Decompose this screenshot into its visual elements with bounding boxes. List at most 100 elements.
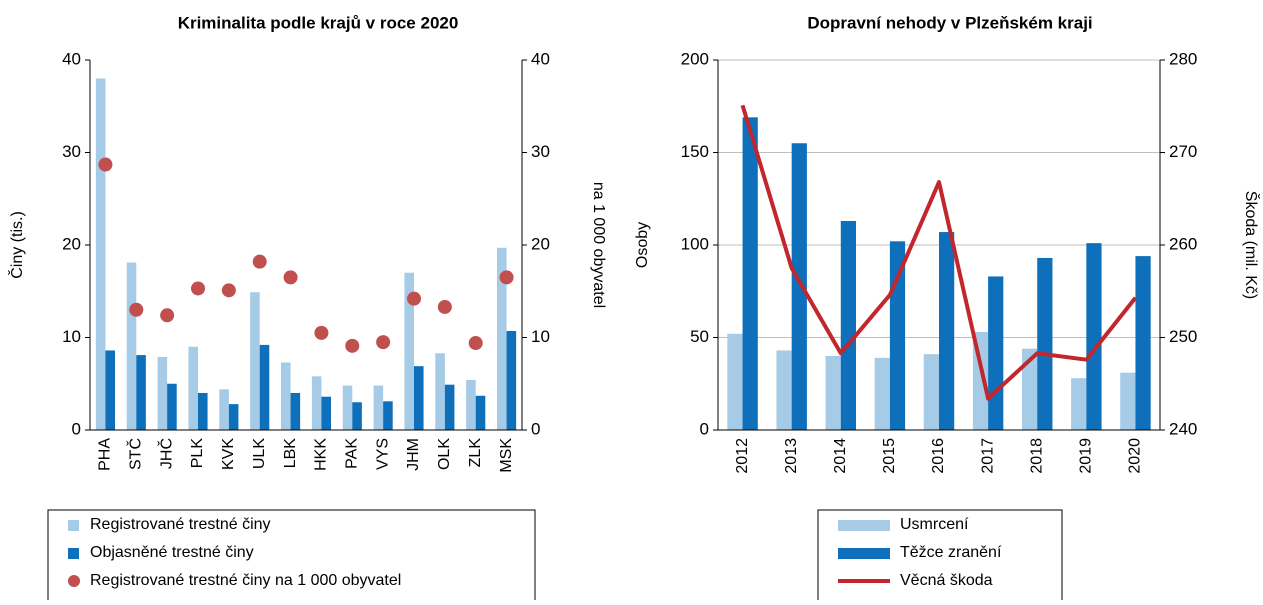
bar [1086, 243, 1102, 430]
bar [250, 292, 260, 430]
x-tick-label: JHM [405, 438, 422, 471]
bar [352, 402, 362, 430]
y-tick-label: 200 [681, 49, 709, 68]
x-tick-label: 2019 [1078, 438, 1095, 474]
bar [497, 247, 507, 430]
bar [742, 117, 758, 430]
bar [1135, 256, 1151, 430]
x-tick-label: HKK [313, 438, 330, 471]
bar [219, 389, 229, 430]
x-tick-label: 2020 [1127, 438, 1144, 474]
bar [939, 232, 955, 430]
x-tick-label: 2015 [881, 438, 898, 474]
dot [376, 335, 391, 350]
bar [95, 78, 106, 430]
y2-tick-label: 260 [1169, 234, 1197, 253]
x-tick-label: ZLK [467, 438, 484, 468]
bar [1071, 378, 1087, 430]
bar [435, 353, 445, 430]
legend-label: Registrované trestné činy [90, 516, 271, 533]
bar [414, 366, 424, 430]
bar [923, 354, 939, 430]
bar [404, 272, 414, 430]
bar [198, 393, 208, 430]
legend-label: Těžce zranění [900, 544, 1002, 561]
x-tick-label: ULK [251, 438, 268, 469]
legend-swatch [68, 575, 80, 587]
x-tick-label: OLK [436, 438, 453, 470]
y-axis-label: Činy (tis.) [7, 211, 26, 279]
legend-label: Objasněné trestné činy [90, 544, 254, 561]
y-tick-label: 30 [62, 142, 81, 161]
bar [188, 346, 198, 430]
legend-swatch [68, 520, 79, 531]
bar [727, 333, 743, 430]
x-tick-label: MSK [498, 438, 515, 473]
dot [468, 336, 483, 351]
legend-swatch [838, 520, 890, 531]
y2-tick-label: 40 [531, 49, 550, 68]
y-tick-label: 50 [690, 327, 709, 346]
legend-swatch [68, 548, 79, 559]
chart-title: Kriminalita podle krajů v roce 2020 [178, 13, 459, 32]
bar [506, 331, 517, 430]
x-tick-label: STČ [126, 438, 145, 470]
chart-title: Dopravní nehody v Plzeňském kraji [807, 13, 1092, 32]
dot [252, 254, 267, 269]
legend-box [47, 509, 536, 603]
y2-tick-label: 240 [1169, 419, 1197, 438]
y2-tick-label: 10 [531, 327, 550, 346]
y2-tick-label: 270 [1169, 142, 1197, 161]
bar [444, 384, 455, 430]
dot [191, 281, 205, 296]
legend-label: Registrované trestné činy na 1 000 obyva… [90, 572, 401, 589]
bar [105, 350, 115, 430]
dot [283, 270, 298, 285]
bar [825, 356, 841, 430]
x-tick-label: VYS [374, 438, 391, 470]
bar [321, 396, 331, 430]
bar [840, 220, 857, 430]
dot [314, 325, 329, 340]
y2-tick-label: 280 [1169, 49, 1197, 68]
bar [988, 276, 1004, 430]
dot [437, 299, 452, 314]
y2-tick-label: 250 [1169, 327, 1197, 346]
dot [407, 291, 421, 306]
bar [466, 380, 476, 430]
y-tick-label: 40 [62, 49, 81, 68]
x-tick-label: PAK [344, 438, 361, 469]
x-tick-label: 2013 [783, 438, 800, 474]
dot [221, 283, 236, 298]
bar [311, 376, 322, 430]
y2-axis-label: na 1 000 obyvatel [590, 182, 607, 308]
bar [1021, 348, 1038, 430]
x-tick-label: JHČ [156, 438, 175, 469]
bar [342, 385, 353, 430]
y-tick-label: 150 [681, 142, 709, 161]
bar [475, 395, 486, 430]
bar [157, 356, 168, 430]
bar [290, 393, 301, 430]
bar [1037, 257, 1053, 430]
y2-tick-label: 20 [531, 234, 550, 253]
bar [874, 357, 890, 430]
x-tick-label: KVK [220, 438, 237, 470]
bar [1120, 372, 1136, 430]
bar [259, 344, 270, 430]
y-tick-label: 10 [62, 327, 81, 346]
x-tick-label: PHA [97, 438, 114, 471]
dot [499, 270, 514, 285]
x-tick-label: 2017 [979, 438, 996, 474]
y-axis-label: Osoby [634, 222, 651, 268]
x-tick-label: 2016 [930, 438, 947, 474]
x-tick-label: 2014 [832, 438, 849, 474]
y-tick-label: 0 [700, 419, 709, 438]
dot [160, 308, 175, 323]
legend-swatch [838, 548, 890, 559]
y-tick-label: 20 [62, 234, 81, 253]
dot [98, 157, 113, 172]
x-tick-label: LBK [282, 438, 299, 469]
legend-label: Věcná škoda [900, 572, 993, 589]
bar [136, 355, 146, 430]
